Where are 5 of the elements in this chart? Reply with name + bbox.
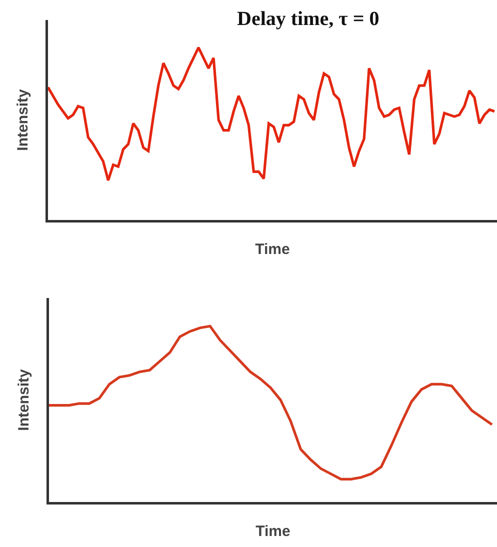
y-axis-title: Intensity	[14, 88, 32, 151]
chart-title: Delay time, τ = 0	[237, 8, 380, 30]
x-axis-title: Time	[256, 522, 290, 540]
x-axis-title: Time	[255, 240, 290, 258]
y-axis-title: Intensity	[16, 368, 32, 431]
